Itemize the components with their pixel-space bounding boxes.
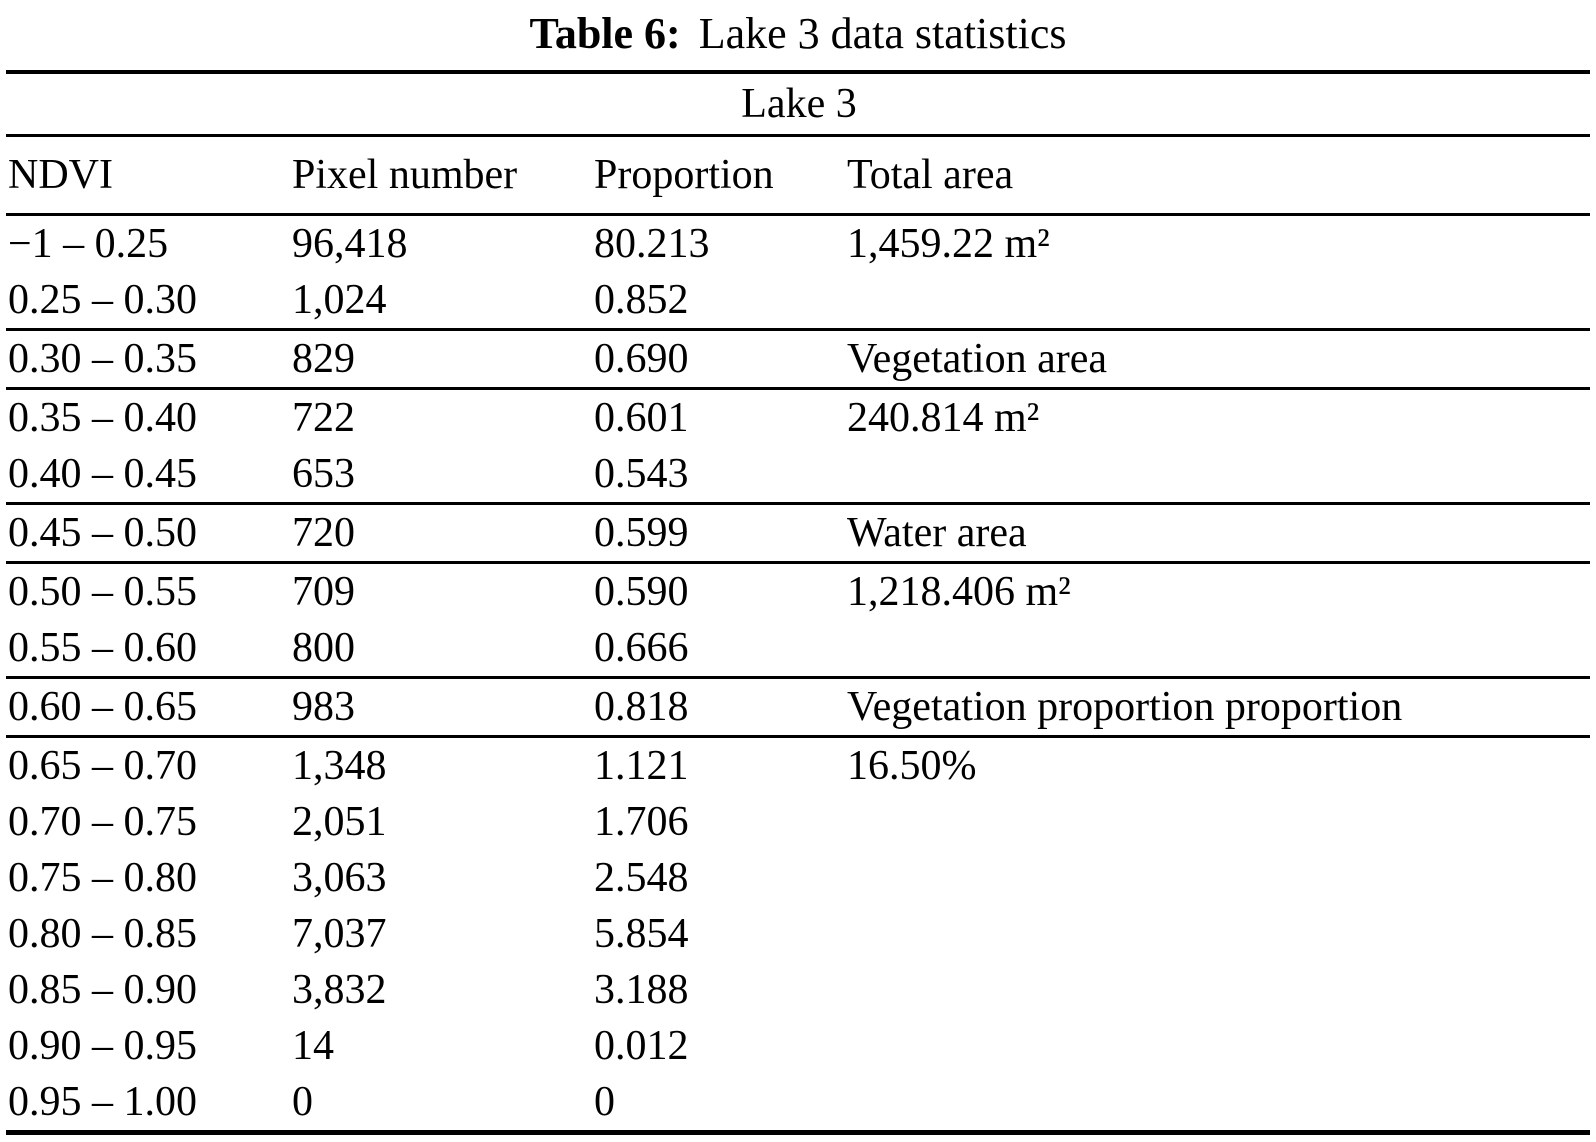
table-row: 0.70 – 0.75 2,051 1.706 [6,794,1590,850]
proportion-cell: 1.121 [591,735,845,794]
pixel-number-cell: 14 [291,1023,334,1069]
total-area-cell [845,906,1590,962]
ndvi-cell: 0.50 – 0.55 [5,561,290,620]
proportion-cell: 0 [593,1079,615,1125]
table-row: 0.35 – 0.40 722 0.601 240.814 m² [5,387,1590,446]
pixel-number-cell: 709 [289,561,592,620]
table-caption-label: Table 6: [529,9,681,58]
pixel-number-cell: 983 [289,676,592,737]
ndvi-cell: 0.80 – 0.85 [7,911,197,957]
pixel-number-cell: 3,063 [291,855,387,901]
table-group-header: Lake 3 [5,72,1590,137]
total-area-cell: 1,218.406 m² [844,561,1590,620]
ndvi-cell: 0.60 – 0.65 [5,676,290,737]
proportion-cell: 0.599 [591,502,845,563]
total-area-cell [845,620,1590,678]
proportion-cell: 0.601 [591,387,845,446]
total-area-cell [845,446,1590,504]
proportion-cell: 3.188 [593,967,689,1013]
total-area-cell [845,794,1590,850]
table-caption: Table 6: Lake 3 data statistics [0,0,1596,60]
total-area-cell: Vegetation area [844,328,1590,389]
total-area-cell: 16.50% [844,735,1590,794]
pixel-number-cell: 800 [291,625,355,671]
proportion-cell: 80.213 [593,221,710,267]
table-row: 0.75 – 0.80 3,063 2.548 [6,850,1590,906]
total-area-cell [845,272,1590,330]
total-area-cell: Water area [844,502,1590,563]
column-header-proportion: Proportion [591,135,845,216]
ndvi-cell: 0.70 – 0.75 [7,799,197,845]
pixel-number-cell: 720 [289,502,592,563]
ndvi-cell: 0.45 – 0.50 [5,502,290,563]
table-row: 0.90 – 0.95 14 0.012 [6,1018,1590,1074]
table-row: 0.60 – 0.65 983 0.818 Vegetation proport… [5,676,1590,737]
ndvi-cell: 0.55 – 0.60 [7,625,197,671]
ndvi-cell: 0.95 – 1.00 [7,1079,197,1125]
pixel-number-cell: 653 [291,451,355,497]
total-area-cell [845,850,1590,906]
proportion-cell: 0.818 [591,676,845,737]
table-group-header-row: Lake 3 [5,72,1590,137]
total-area-cell [845,1018,1590,1074]
proportion-cell: 0.543 [593,451,689,497]
table-row: 0.30 – 0.35 829 0.690 Vegetation area [5,328,1590,389]
pixel-number-cell: 1,024 [291,277,387,323]
pixel-number-cell: 96,418 [291,221,408,267]
proportion-cell: 5.854 [593,911,689,957]
table-row: 0.85 – 0.90 3,832 3.188 [6,962,1590,1018]
total-area-cell: 240.814 m² [844,387,1590,446]
table-row: 0.50 – 0.55 709 0.590 1,218.406 m² [5,561,1590,620]
proportion-cell: 0.690 [591,328,845,389]
ndvi-cell: 0.30 – 0.35 [5,328,290,389]
ndvi-cell: 0.75 – 0.80 [7,855,197,901]
pixel-number-cell: 3,832 [291,967,387,1013]
column-header-total-area: Total area [844,135,1590,216]
table-row: 0.65 – 0.70 1,348 1.121 16.50% [5,735,1590,794]
column-header-pixel-number: Pixel number [289,135,592,216]
table-row: 0.80 – 0.85 7,037 5.854 [6,906,1590,962]
pixel-number-cell: 7,037 [291,911,387,957]
proportion-cell: 0.012 [593,1023,689,1069]
ndvi-cell: 0.25 – 0.30 [7,277,197,323]
ndvi-cell: 0.85 – 0.90 [7,967,197,1013]
proportion-cell: 0.590 [591,561,845,620]
pixel-number-cell: 2,051 [291,799,387,845]
table-header-row: NDVI Pixel number Proportion Total area [5,135,1590,216]
ndvi-cell: 0.65 – 0.70 [5,735,290,794]
proportion-cell: 1.706 [593,799,689,845]
proportion-cell: 0.666 [593,625,689,671]
pixel-number-cell: 829 [289,328,592,389]
proportion-cell: 2.548 [593,855,689,901]
pixel-number-cell: 722 [289,387,592,446]
pixel-number-cell: 1,348 [289,735,592,794]
table-row: 0.40 – 0.45 653 0.543 [6,446,1590,504]
total-area-cell: 1,459.22 m² [846,221,1050,267]
table-row: −1 – 0.25 96,418 80.213 1,459.22 m² [6,215,1590,273]
ndvi-cell: 0.40 – 0.45 [7,451,197,497]
ndvi-cell: 0.90 – 0.95 [7,1023,197,1069]
column-header-ndvi: NDVI [5,135,290,216]
total-area-cell [845,1074,1590,1133]
table-row: 0.55 – 0.60 800 0.666 [6,620,1590,678]
ndvi-cell: 0.35 – 0.40 [5,387,290,446]
total-area-cell [845,962,1590,1018]
table-row: 0.25 – 0.30 1,024 0.852 [6,272,1590,330]
total-area-cell: Vegetation proportion proportion [844,676,1590,737]
table-row: 0.95 – 1.00 0 0 [6,1074,1590,1133]
proportion-cell: 0.852 [593,277,689,323]
table-caption-text: Lake 3 data statistics [698,9,1067,58]
data-table: Lake 3 NDVI Pixel number Proportion Tota… [5,70,1590,1135]
table-row: 0.45 – 0.50 720 0.599 Water area [5,502,1590,563]
pixel-number-cell: 0 [291,1079,313,1125]
ndvi-cell: −1 – 0.25 [7,221,169,267]
